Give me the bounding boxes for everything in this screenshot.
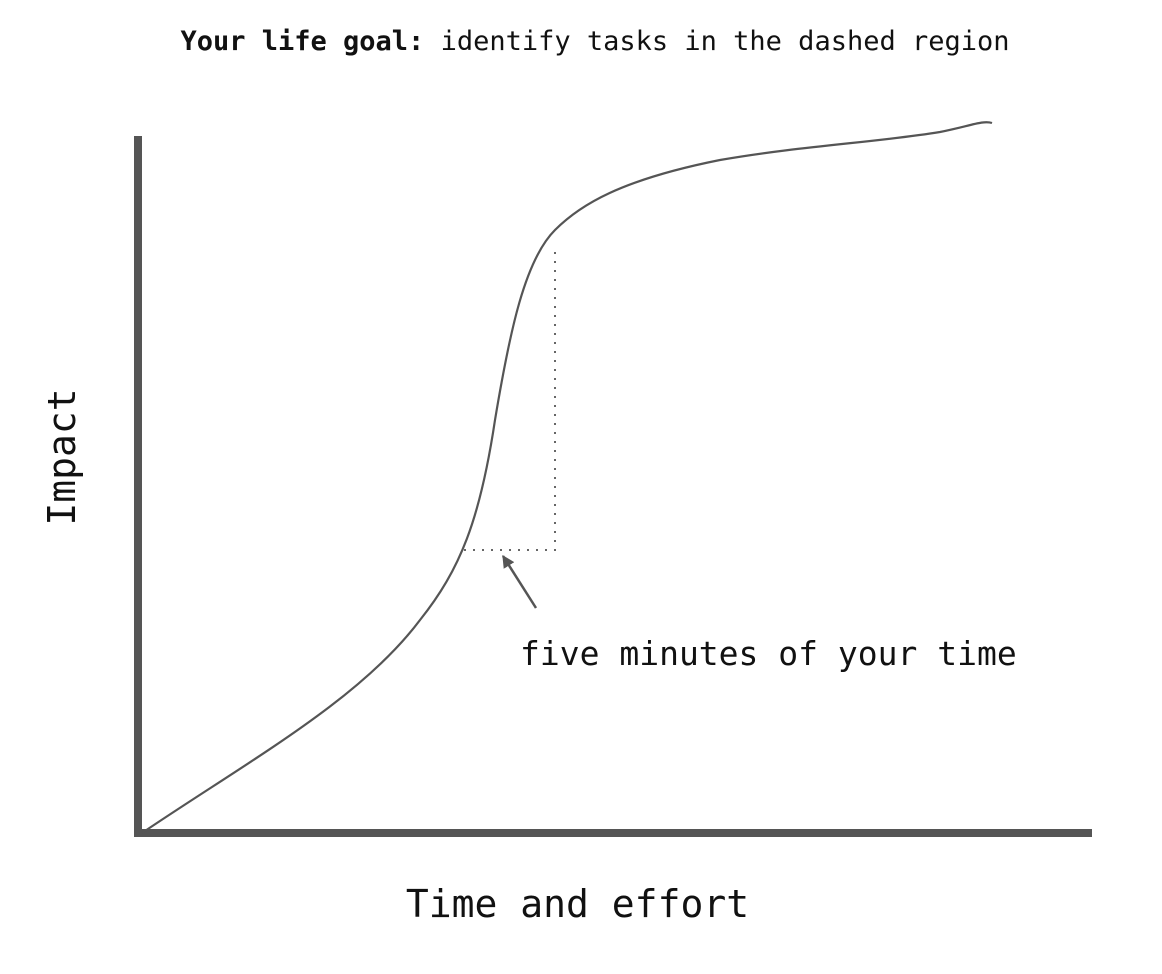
title-bold-part: Your life goal: xyxy=(180,26,425,57)
diagram-title: Your life goal: identify tasks in the da… xyxy=(0,26,1162,57)
annotation-arrow xyxy=(501,554,538,609)
annotation-label: five minutes of your time xyxy=(520,634,1017,673)
impact-curve xyxy=(141,121,993,834)
y-axis-label: Impact xyxy=(40,388,84,526)
x-axis-label: Time and effort xyxy=(405,882,750,926)
dotted-region-outline xyxy=(464,246,556,551)
title-rest: identify tasks in the dashed region xyxy=(424,26,1010,57)
